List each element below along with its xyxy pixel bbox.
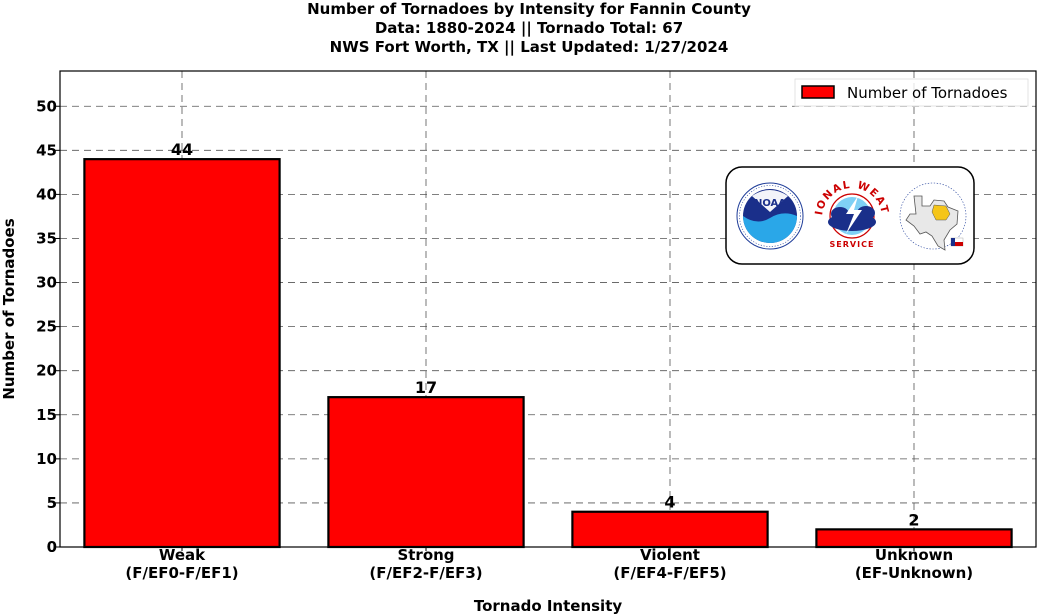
legend: Number of Tornadoes (794, 78, 1029, 107)
x-tick-label: Violent (640, 546, 700, 564)
bar (571, 510, 769, 549)
noaa-logo-icon: NOAA (736, 182, 804, 250)
x-tick-label: Unknown (875, 546, 953, 564)
texas-map-logo-icon (899, 182, 967, 251)
y-tick-label: 15 (36, 406, 57, 424)
chart-title-line: Data: 1880-2024 || Tornado Total: 67 (375, 19, 683, 38)
y-tick-label: 30 (36, 274, 57, 292)
chart-title: Number of Tornadoes by Intensity for Fan… (307, 0, 751, 57)
y-tick-label: 10 (36, 450, 57, 468)
x-tick-label: (F/EF4-F/EF5) (613, 564, 726, 582)
chart-title-line: NWS Fort Worth, TX || Last Updated: 1/27… (330, 38, 729, 57)
y-tick-label: 0 (47, 538, 57, 556)
legend-label: Number of Tornadoes (847, 84, 1008, 102)
x-tick-label: Strong (397, 546, 454, 564)
y-tick-label: 40 (36, 185, 57, 203)
x-axis-ticks: Weak(F/EF0-F/EF1) Strong(F/EF2-F/EF3) Viol… (125, 546, 973, 582)
x-axis-label: Tornado Intensity (474, 597, 623, 615)
bar (815, 528, 1013, 549)
x-tick-label: (F/EF0-F/EF1) (125, 564, 238, 582)
y-tick-label: 20 (36, 362, 57, 380)
x-tick-label: (F/EF2-F/EF3) (369, 564, 482, 582)
legend-box (794, 78, 1029, 107)
y-tick-label: 25 (36, 318, 57, 336)
chart-title-line: Number of Tornadoes by Intensity for Fan… (307, 0, 751, 18)
chart-bars (83, 158, 1013, 549)
bar-value-label: 17 (415, 378, 437, 397)
y-tick-label: 45 (36, 141, 57, 159)
bar-value-label: 4 (664, 493, 675, 512)
bar-value-labels: 44 17 4 2 (171, 140, 920, 529)
plot-frame (59, 70, 1037, 548)
x-tick-label: (EF-Unknown) (855, 564, 973, 582)
noaa-logo-text: NOAA (754, 198, 786, 209)
nws-logo-sub-text: SERVICE (830, 240, 875, 249)
y-axis-label: Number of Tornadoes (0, 218, 18, 399)
y-tick-label: 35 (36, 229, 57, 247)
bar-value-label: 2 (908, 510, 919, 529)
bar (327, 396, 525, 549)
y-axis-ticks: 0 5 10 15 20 25 30 35 40 45 50 (36, 97, 60, 556)
bar-value-label: 44 (171, 140, 193, 159)
x-tick-label: Weak (159, 546, 206, 564)
y-tick-label: 5 (47, 494, 57, 512)
bar (83, 158, 281, 549)
legend-swatch (801, 85, 835, 99)
y-tick-label: 50 (36, 97, 57, 115)
